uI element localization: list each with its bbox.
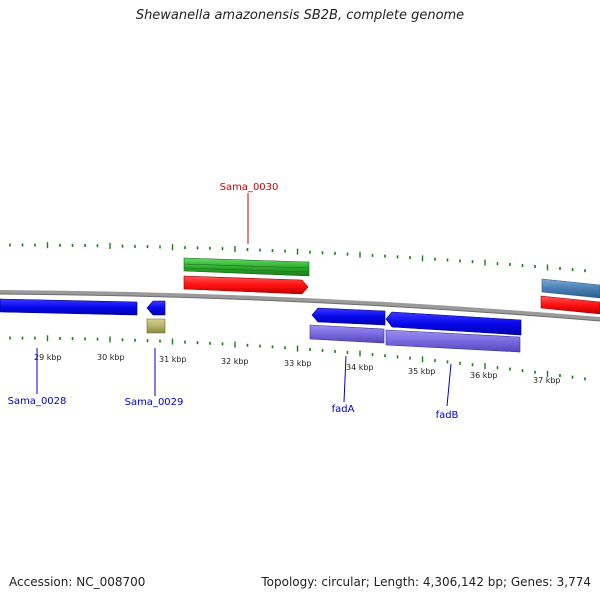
feature-fada-cds[interactable] [309, 324, 385, 344]
ruler-label-31: 31 kbp [159, 355, 187, 364]
feature-sama-0030-gene[interactable] [183, 275, 309, 295]
ruler-labels: 29 kbp 30 kbp 31 kbp 32 kbp 33 kbp 34 kb… [34, 353, 561, 385]
backbone-arc-shade [0, 293, 600, 322]
ruler-label-35: 35 kbp [408, 367, 436, 376]
gene-label-fada[interactable]: fadA [332, 404, 355, 415]
ruler-label-37: 37 kbp [533, 376, 561, 385]
feature-fada-gene[interactable] [311, 307, 386, 326]
feature-green-cds[interactable] [183, 257, 310, 277]
gene-label-fadb[interactable]: fadB [436, 410, 459, 421]
map-title: Shewanella amazonensis SB2B, complete ge… [135, 8, 465, 23]
ruler-label-32: 32 kbp [221, 357, 249, 366]
accession-label: Accession: NC_008700 [9, 575, 146, 589]
feature-sama-0028-gene[interactable] [0, 298, 138, 316]
outer-tick-ring [9, 242, 586, 273]
gene-label-sama-0030[interactable]: Sama_0030 [220, 182, 279, 193]
feature-steelblue-cds[interactable] [541, 278, 600, 299]
ruler-label-29: 29 kbp [34, 353, 62, 362]
feature-sama-0029-gene[interactable] [146, 300, 166, 316]
fada-leader [343, 355, 347, 403]
backbone-arc [0, 290, 600, 321]
ruler-label-36: 36 kbp [470, 371, 498, 380]
ruler-label-33: 33 kbp [284, 359, 312, 368]
inner-tick-ring [9, 335, 586, 381]
ruler-label-30: 30 kbp [97, 353, 125, 362]
gene-label-sama-0028[interactable]: Sama_0028 [8, 396, 67, 407]
feature-fadb-gene[interactable] [385, 311, 522, 336]
feature-fadb-cds[interactable] [385, 329, 521, 353]
feature-olive-cds[interactable] [146, 318, 166, 334]
gene-label-sama-0029[interactable]: Sama_0029 [125, 397, 184, 408]
ruler-label-34: 34 kbp [346, 363, 374, 372]
topology-stats: Topology: circular; Length: 4,306,142 bp… [261, 575, 591, 589]
fadb-leader [446, 363, 452, 407]
feature-red-gene-right[interactable] [540, 295, 600, 315]
